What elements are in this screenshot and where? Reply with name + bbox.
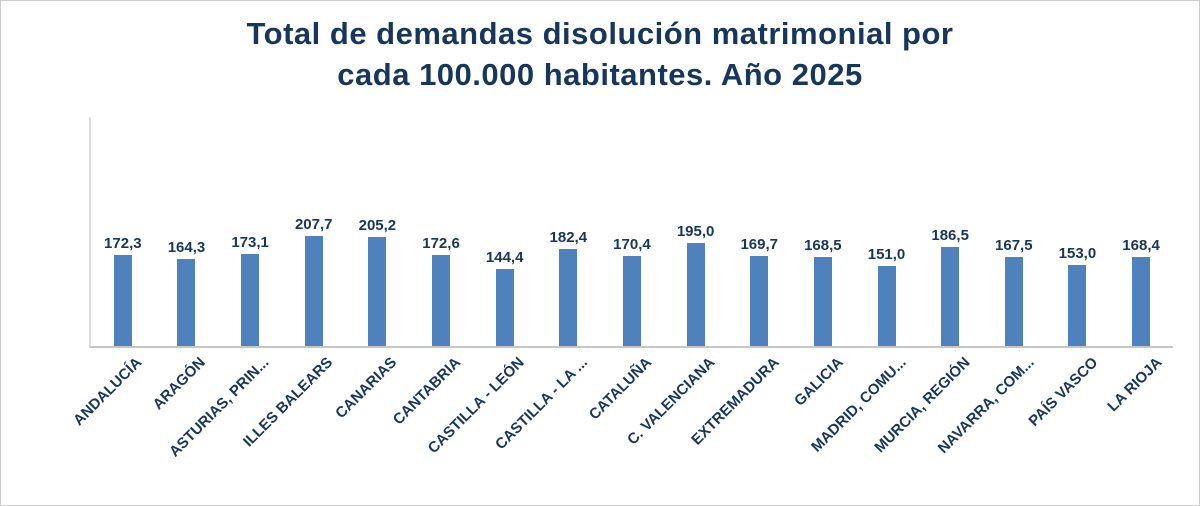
category-label: GALICIA [790,354,847,410]
value-label: 164,3 [167,239,206,256]
category-label-slot: LA RIOJA [1104,348,1173,505]
bar [622,256,641,346]
bar-slot: 151,0 [855,117,919,346]
value-label: 151,0 [867,246,906,263]
bar-slot: 167,5 [982,117,1046,346]
bar [495,269,514,346]
bar-slot: 207,7 [282,117,346,346]
chart-title-line-1: Total de demandas disolución matrimonial… [246,16,954,51]
bar-slot: 169,7 [727,117,791,346]
bar-slot: 182,4 [536,117,600,346]
bar [368,237,387,346]
bar [941,247,960,346]
bar [877,266,896,346]
value-label: 186,5 [931,227,969,244]
bar-slot: 205,2 [346,117,410,346]
value-label: 207,7 [294,216,333,233]
bar-slot: 168,5 [791,117,855,346]
category-label: ANDALUCÍA [69,354,145,430]
bar [113,255,132,346]
category-label: ARAGÓN [149,354,209,414]
category-label-slot: CANARIAS [332,348,408,505]
value-label: 144,4 [485,249,524,266]
category-label-slot: ANDALUCÍA [70,348,153,505]
bar-slot: 195,0 [664,117,728,346]
bar-slot: 172,3 [91,117,155,346]
bar [304,236,323,346]
bar [241,254,260,346]
bar [559,249,578,346]
value-label: 195,0 [676,223,715,240]
bar-slot: 153,0 [1046,117,1110,346]
bar-slot: 144,4 [473,117,537,346]
bar-slot: 172,6 [409,117,473,346]
bar-slot: 186,5 [918,117,982,346]
value-label: 170,4 [613,236,651,253]
value-label: 168,4 [1122,237,1160,254]
bar [432,255,451,346]
bar [1004,257,1023,346]
bar [177,259,196,346]
bar-slot: 173,1 [218,117,282,346]
category-labels-row: ANDALUCÍA ARAGÓN ASTURIAS, PRIN... ILLES BA… [70,348,1173,505]
value-label: 172,6 [422,235,460,252]
value-label: 182,4 [549,229,588,246]
bar [1068,265,1087,346]
value-label: 168,5 [804,237,842,254]
bar-slot: 170,4 [600,117,664,346]
value-label: 167,5 [995,237,1033,254]
chart-title: Total de demandas disolución matrimonial… [1,13,1199,95]
category-label-slot: EXTREMADURA [688,348,791,505]
category-label: LA RIOJA [1104,354,1166,416]
value-label: 205,2 [358,217,397,234]
chart-title-line-2: cada 100.000 habitantes. Año 2025 [337,57,863,92]
bar-slot: 164,3 [155,117,219,346]
value-label: 169,7 [740,236,778,253]
bar [686,243,705,346]
category-label-slot: ILLES BALEARS [240,348,344,505]
bar [750,256,769,346]
category-label-slot: PAÍS VASCO [1026,348,1109,505]
plot-area: 172,3 164,3 173,1 207,7 205,2 172,6 144,4 182,4… [70,117,1173,505]
category-label-slot: CASTILLA - LA ... [492,348,599,505]
bar-slot: 168,4 [1109,117,1173,346]
bar [813,257,832,346]
value-label: 153,0 [1058,245,1097,262]
value-label: 173,1 [231,234,269,251]
bars-row: 172,3 164,3 173,1 207,7 205,2 172,6 144,4 182,4… [89,117,1173,348]
value-label: 172,3 [104,235,142,252]
bar [1132,257,1151,346]
